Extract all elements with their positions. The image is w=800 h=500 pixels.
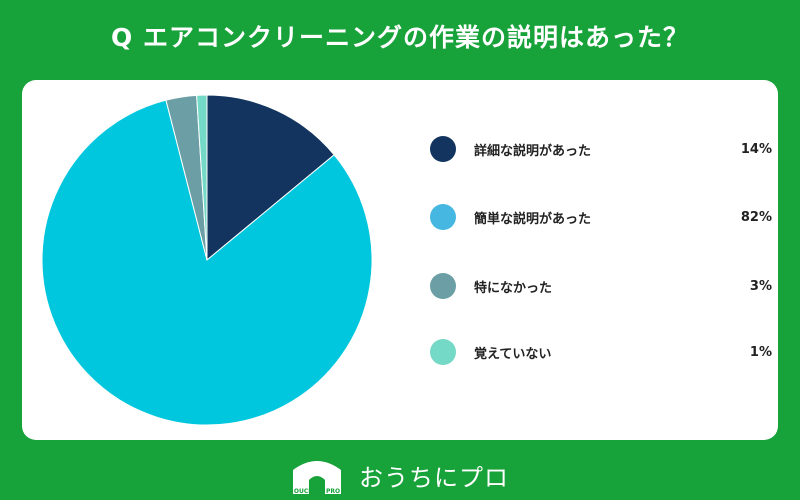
house-logo-icon: OUCHI ni PRO [291, 454, 343, 496]
legend-item: 覚えていない 1% [430, 337, 772, 367]
legend-swatch [430, 136, 456, 162]
legend-label: 詳細な説明があった [474, 143, 592, 159]
legend-item: 特になかった 3% [430, 271, 772, 301]
pie-slice-1 [206, 94, 335, 262]
brand-name: おうちにプロ [359, 463, 509, 492]
legend-swatch [430, 273, 456, 299]
legend-swatch [430, 339, 456, 365]
pie-slice-2 [41, 99, 373, 426]
legend-swatch [430, 204, 456, 230]
legend-value: 14% [740, 141, 772, 157]
legend-item: 詳細な説明があった 14% [430, 134, 772, 164]
legend-label: 簡単な説明があった [474, 211, 592, 227]
legend-item: 簡単な説明があった 82% [430, 202, 772, 232]
chart-card: 詳細な説明があった 14% 簡単な説明があった 82% 特になかった 3% 覚えていない 1% [22, 80, 778, 440]
logo-subtext: OUCHI ni PRO [294, 488, 340, 495]
footer: OUCHI ni PRO おうちにプロ [0, 452, 800, 498]
pie-chart [41, 94, 373, 426]
legend-value: 1% [749, 344, 772, 360]
pie-slice-4 [196, 94, 208, 261]
legend-label: 特になかった [474, 280, 553, 296]
legend-value: 3% [749, 278, 772, 294]
legend-label: 覚えていない [474, 346, 552, 362]
chart-title: Q エアコンクリーニングの作業の説明はあった？ [111, 23, 689, 52]
legend-value: 82% [740, 209, 772, 225]
